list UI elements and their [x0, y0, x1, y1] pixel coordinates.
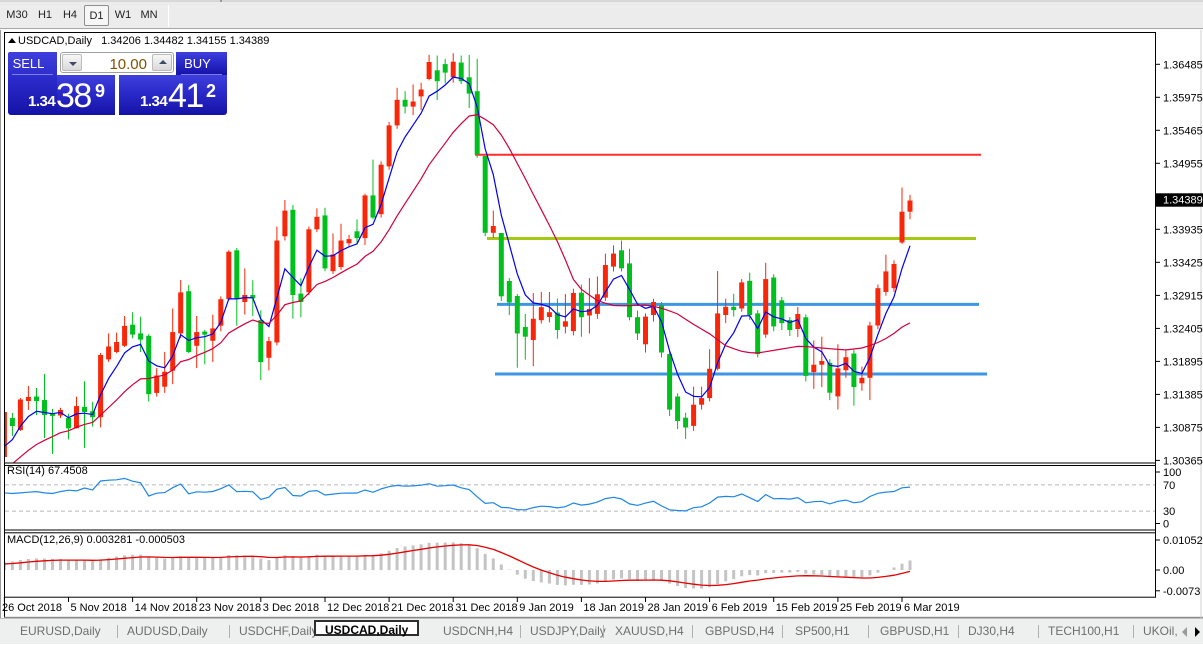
svg-text:1.33935: 1.33935	[1163, 224, 1203, 236]
svg-text:3 Dec 2018: 3 Dec 2018	[263, 602, 319, 614]
svg-text:0: 0	[1163, 519, 1169, 531]
svg-text:31 Dec 2018: 31 Dec 2018	[455, 602, 517, 614]
svg-text:9 Jan 2019: 9 Jan 2019	[519, 602, 573, 614]
svg-text:5 Nov 2018: 5 Nov 2018	[71, 602, 127, 614]
svg-text:6 Feb 2019: 6 Feb 2019	[712, 602, 768, 614]
svg-text:1.35975: 1.35975	[1163, 92, 1203, 104]
svg-text:28 Jan 2019: 28 Jan 2019	[648, 602, 709, 614]
svg-text:1.35465: 1.35465	[1163, 125, 1203, 137]
svg-text:1.34955: 1.34955	[1163, 158, 1203, 170]
svg-text:100: 100	[1163, 467, 1181, 479]
svg-text:1.32405: 1.32405	[1163, 323, 1203, 335]
svg-text:14 Nov 2018: 14 Nov 2018	[135, 602, 197, 614]
svg-text:1.31385: 1.31385	[1163, 389, 1203, 401]
svg-text:23 Nov 2018: 23 Nov 2018	[199, 602, 261, 614]
svg-text:70: 70	[1163, 480, 1175, 492]
svg-text:15 Feb 2019: 15 Feb 2019	[776, 602, 838, 614]
svg-text:1.32915: 1.32915	[1163, 290, 1203, 302]
svg-text:21 Dec 2018: 21 Dec 2018	[391, 602, 453, 614]
svg-text:0.00: 0.00	[1163, 565, 1184, 577]
svg-text:30: 30	[1163, 506, 1175, 518]
svg-text:MACD(12,26,9) 0.003281 -0.0005: MACD(12,26,9) 0.003281 -0.000503	[7, 534, 185, 546]
svg-text:18 Jan 2019: 18 Jan 2019	[583, 602, 644, 614]
svg-text:RSI(14) 67.4508: RSI(14) 67.4508	[7, 465, 88, 477]
svg-text:1.31895: 1.31895	[1163, 356, 1203, 368]
svg-text:1.30875: 1.30875	[1163, 422, 1203, 434]
svg-text:1.30365: 1.30365	[1163, 455, 1203, 467]
svg-text:6 Mar 2019: 6 Mar 2019	[904, 602, 960, 614]
svg-text:12 Dec 2018: 12 Dec 2018	[327, 602, 389, 614]
svg-text:25 Feb 2019: 25 Feb 2019	[840, 602, 902, 614]
svg-text:0.010525: 0.010525	[1163, 535, 1203, 547]
svg-text:1.33425: 1.33425	[1163, 257, 1203, 269]
svg-text:26 Oct 2018: 26 Oct 2018	[2, 602, 62, 614]
svg-text:1.36485: 1.36485	[1163, 59, 1203, 71]
svg-text:-0.0073: -0.0073	[1163, 586, 1200, 598]
svg-text:1.34389: 1.34389	[1163, 195, 1203, 207]
